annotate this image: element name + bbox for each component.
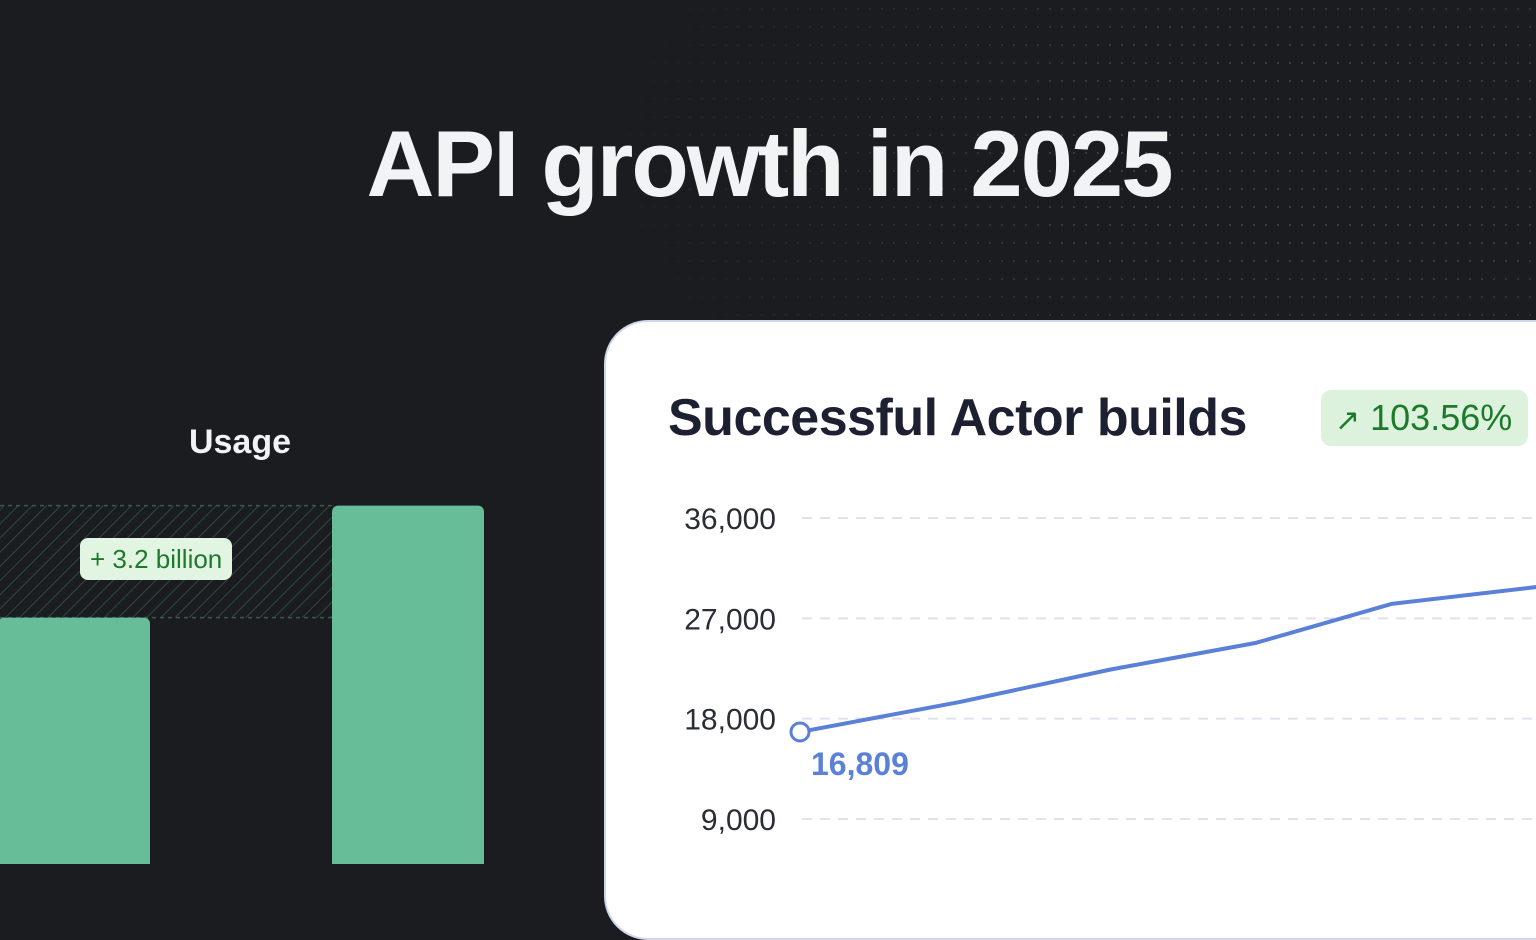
usage-bar-chart: [0, 504, 484, 864]
usage-growth-badge: + 3.2 billion: [80, 538, 233, 580]
usage-bar-1: [0, 617, 150, 864]
builds-series-line: [798, 585, 1536, 734]
builds-y-tick-label: 36,000: [684, 503, 776, 536]
usage-chart-title: Usage: [188, 423, 292, 461]
builds-first-point[interactable]: [789, 721, 811, 743]
builds-y-tick-label: 9,000: [701, 804, 776, 837]
builds-change-value: 103.56%: [1370, 397, 1513, 438]
builds-change-badge: ↗ 103.56%: [1321, 390, 1529, 446]
builds-line-chart: 9,000 18,000 27,000 36,000 16,809: [684, 503, 1536, 837]
page-headline: API growth in 2025: [366, 111, 1174, 216]
arrow-up-right-icon: ↗: [1335, 404, 1361, 437]
builds-card-title: Successful Actor builds: [668, 389, 1247, 447]
builds-y-tick-label: 27,000: [684, 603, 776, 636]
builds-y-tick-label: 18,000: [684, 704, 776, 737]
usage-bar-2: [332, 505, 484, 864]
builds-first-point-label: 16,809: [811, 746, 909, 782]
